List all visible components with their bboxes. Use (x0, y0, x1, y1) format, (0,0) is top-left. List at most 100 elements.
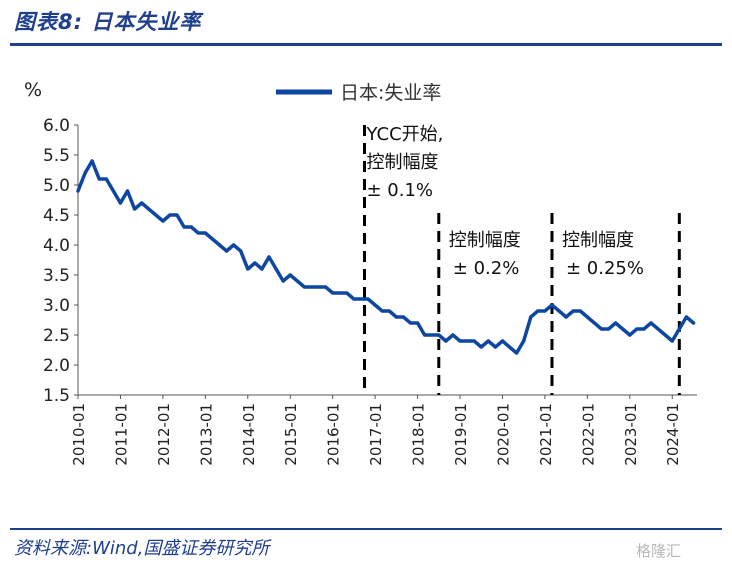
data-point (529, 315, 533, 319)
y-tick-label: 6.0 (43, 116, 70, 136)
data-point (97, 177, 101, 181)
data-point (345, 291, 349, 295)
data-point (592, 321, 597, 325)
data-point (196, 231, 200, 235)
annotation-label: 控制幅度 (449, 230, 521, 251)
data-point (338, 291, 342, 295)
data-point (472, 339, 476, 343)
data-point (571, 309, 575, 313)
x-tick-label: 2024-01 (664, 403, 682, 466)
data-point (585, 315, 589, 319)
data-point (670, 339, 674, 343)
data-point (614, 321, 618, 325)
data-point (324, 285, 328, 289)
data-point (451, 333, 455, 337)
data-point (83, 171, 87, 175)
data-point (663, 333, 667, 337)
x-tick-label: 2021-01 (537, 403, 555, 466)
annotation-label: 控制幅度 (562, 230, 634, 251)
footer-divider (10, 528, 722, 530)
x-tick-label: 2010-01 (70, 403, 88, 466)
data-point (217, 243, 222, 247)
data-point (607, 327, 611, 331)
data-point (380, 309, 384, 313)
data-point (90, 159, 94, 163)
data-point (635, 327, 639, 331)
data-point (118, 201, 122, 205)
data-point (684, 315, 689, 319)
y-tick-label: 3.0 (43, 296, 70, 316)
data-point (628, 333, 632, 337)
x-tick-label: 2018-01 (410, 403, 428, 466)
x-tick-label: 2013-01 (197, 403, 215, 466)
data-point (416, 321, 420, 325)
data-point (175, 213, 179, 217)
data-point (133, 207, 137, 211)
data-point (550, 303, 554, 307)
data-point (161, 219, 165, 223)
data-point (599, 327, 604, 331)
data-point (125, 189, 130, 193)
annotation-label: ± 0.25% (566, 258, 644, 279)
x-tick-label: 2016-01 (325, 403, 343, 466)
data-point (430, 333, 434, 337)
data-point (437, 333, 441, 337)
data-point (232, 243, 236, 247)
x-tick-label: 2015-01 (282, 403, 300, 466)
data-point (331, 291, 335, 295)
data-point (267, 255, 271, 259)
data-point (677, 327, 681, 331)
data-point (479, 345, 483, 349)
annotation-label: ± 0.2% (453, 258, 520, 279)
data-point (500, 339, 505, 343)
data-point (359, 297, 363, 301)
data-point (515, 351, 519, 355)
data-point (225, 249, 229, 253)
data-point (168, 213, 172, 217)
series-line-unemployment (76, 159, 696, 355)
data-point (522, 339, 526, 343)
x-tick-label: 2020-01 (494, 403, 512, 466)
data-point (373, 303, 377, 307)
report-header: 图表8: 日本失业率 (0, 0, 732, 46)
y-tick-label: 4.0 (43, 236, 70, 256)
x-tick-label: 2017-01 (367, 403, 385, 466)
data-point (507, 345, 512, 349)
watermark-text: 格隆汇 (636, 542, 682, 560)
data-point (154, 213, 158, 217)
data-point (295, 279, 299, 283)
annotation-label: 控制幅度 (367, 152, 439, 173)
data-point (444, 339, 448, 343)
data-point (316, 285, 321, 289)
data-point (656, 327, 660, 331)
y-tick-label: 2.5 (43, 326, 70, 346)
data-point (281, 279, 285, 283)
annotation-label: YCC开始, (366, 124, 444, 145)
x-tick-label: 2012-01 (155, 403, 173, 466)
data-point (621, 327, 625, 331)
data-point (649, 321, 653, 325)
data-point (423, 333, 427, 337)
figure-title: 图表8: 日本失业率 (14, 10, 202, 34)
y-axis-unit: % (24, 79, 42, 101)
x-tick-label: 2019-01 (452, 403, 470, 466)
data-point (104, 177, 108, 181)
y-tick-label: 4.5 (43, 206, 70, 226)
data-point (366, 297, 370, 301)
data-point (691, 321, 696, 325)
data-point (394, 315, 398, 319)
data-point (557, 309, 561, 313)
data-point (210, 237, 214, 241)
data-point (260, 267, 264, 271)
data-point (536, 309, 540, 313)
x-tick-label: 2014-01 (240, 403, 258, 466)
data-point (253, 261, 257, 265)
data-point (564, 315, 568, 319)
data-point (486, 339, 490, 343)
y-tick-label: 3.5 (43, 266, 70, 286)
data-point (387, 309, 391, 313)
y-tick-label: 5.5 (43, 146, 70, 166)
header-divider (10, 43, 722, 46)
data-point (203, 231, 207, 235)
data-point (401, 315, 405, 319)
